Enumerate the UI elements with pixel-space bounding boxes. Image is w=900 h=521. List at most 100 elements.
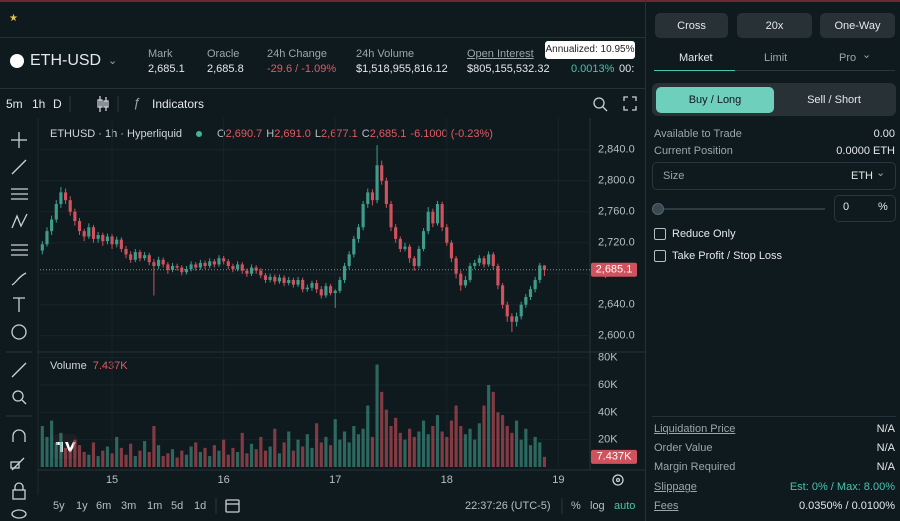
order-tab[interactable]: Market — [679, 52, 713, 64]
volume-bar — [394, 417, 398, 467]
emoji-tool[interactable] — [11, 324, 27, 340]
candle-body — [277, 277, 282, 282]
ruler-tool[interactable] — [11, 362, 27, 378]
volume-bar — [412, 436, 416, 467]
eye-tool[interactable] — [11, 509, 27, 519]
star-icon[interactable]: ★ — [9, 13, 18, 24]
projection-tool[interactable] — [11, 244, 28, 256]
zoom-tool[interactable] — [12, 390, 27, 405]
size-input[interactable] — [652, 162, 896, 190]
tab-divider — [735, 70, 895, 71]
date-range-icon[interactable] — [225, 499, 240, 513]
position-mode-button[interactable]: One-Way — [820, 13, 895, 38]
trendline-tool[interactable] — [11, 159, 27, 175]
checkbox[interactable] — [654, 228, 666, 240]
divider — [0, 37, 645, 38]
volume-bar — [445, 436, 449, 467]
legend-value: 2,691.0 — [274, 128, 311, 140]
fx-icon[interactable]: ƒ — [133, 95, 141, 110]
y-tick-label: 20K — [598, 434, 618, 446]
volume-bar — [296, 439, 300, 467]
buy-button[interactable]: Buy / Long — [656, 87, 774, 113]
slider-handle[interactable] — [652, 203, 664, 215]
interval[interactable]: 5m — [6, 97, 23, 111]
text-tool[interactable] — [13, 297, 25, 312]
volume-bar — [305, 434, 309, 467]
size-unit[interactable]: ETH — [851, 170, 873, 182]
volume-bar — [366, 405, 370, 467]
candle-body — [217, 258, 221, 265]
divider — [645, 0, 646, 521]
volume-title: Volume — [50, 360, 87, 372]
fullscreen-icon[interactable] — [623, 96, 637, 111]
percent-toggle[interactable]: % — [571, 500, 581, 512]
settings-icon[interactable] — [612, 474, 624, 486]
candle-body — [338, 279, 342, 291]
crosshair-tool[interactable] — [11, 132, 27, 148]
tab-underline — [654, 70, 735, 71]
auto-toggle[interactable]: auto — [614, 500, 635, 512]
chart-legend: ETHUSD · 1h · Hyperliquid — [50, 128, 182, 140]
margin-mode-button[interactable]: Cross — [655, 13, 728, 38]
magnet-tool[interactable] — [12, 429, 26, 442]
volume-bar — [505, 426, 509, 467]
candle-body — [273, 276, 277, 282]
range-button[interactable]: 1d — [194, 500, 206, 512]
brush-tool[interactable] — [11, 272, 27, 286]
y-tick-label: 40K — [598, 406, 618, 418]
range-button[interactable]: 3m — [121, 500, 136, 512]
order-tab[interactable]: Pro — [839, 52, 857, 64]
checkbox[interactable] — [654, 250, 666, 262]
screenshot-icon[interactable] — [593, 97, 608, 112]
candle-body — [375, 165, 379, 201]
indicators-button[interactable]: Indicators — [152, 97, 205, 111]
volume-bar — [273, 428, 277, 467]
order-tab[interactable]: Limit — [764, 52, 788, 64]
x-tick-label: 17 — [329, 474, 341, 486]
volume-bar — [236, 451, 240, 467]
top-border — [0, 0, 900, 2]
candle-body — [319, 289, 323, 296]
candle-body — [50, 219, 54, 232]
range-button[interactable]: 5y — [53, 500, 65, 512]
legend-value: 2,690.7 — [226, 128, 263, 140]
range-button[interactable]: 1m — [147, 500, 162, 512]
volume-bar — [77, 445, 82, 467]
volume-bar — [291, 450, 295, 467]
candle-body — [421, 231, 426, 249]
divider — [0, 88, 645, 89]
log-toggle[interactable]: log — [590, 500, 605, 512]
range-button[interactable]: 5d — [171, 500, 183, 512]
sell-button[interactable]: Sell / Short — [807, 94, 861, 106]
fib-tool[interactable] — [11, 188, 28, 200]
chevron[interactable]: ⌄ — [876, 167, 886, 179]
candle-body — [194, 264, 198, 268]
candle-body — [77, 221, 82, 232]
leverage-button[interactable]: 20x — [737, 13, 812, 38]
interval[interactable]: D — [53, 97, 62, 111]
slider-track[interactable] — [658, 208, 825, 210]
candle-body — [366, 192, 370, 205]
volume-bar — [110, 453, 114, 467]
symbol[interactable]: ETH-USD — [30, 52, 102, 69]
candle-body — [394, 227, 398, 239]
candle-body — [129, 254, 133, 260]
pattern-tool[interactable] — [11, 213, 28, 229]
lock-tool[interactable] — [12, 482, 26, 500]
interval[interactable]: 1h — [32, 97, 46, 111]
chevron[interactable]: ⌄ — [108, 55, 118, 67]
range-button[interactable]: 1y — [76, 500, 88, 512]
volume-bar — [45, 436, 49, 467]
clock: 22:37:26 (UTC-5) — [465, 500, 551, 512]
chevron[interactable]: ⌄ — [862, 49, 872, 61]
candle-body — [315, 283, 319, 290]
volume-bar — [375, 364, 379, 467]
slider-input[interactable] — [834, 195, 896, 222]
lock-drawing-tool[interactable] — [10, 457, 25, 471]
summary-label: Slippage — [654, 481, 697, 493]
range-button[interactable]: 6m — [96, 500, 111, 512]
candle-icon[interactable] — [97, 96, 109, 112]
candle-body — [403, 246, 407, 249]
funding-value: 0.0013% — [571, 63, 615, 75]
volume-bar — [203, 447, 207, 467]
